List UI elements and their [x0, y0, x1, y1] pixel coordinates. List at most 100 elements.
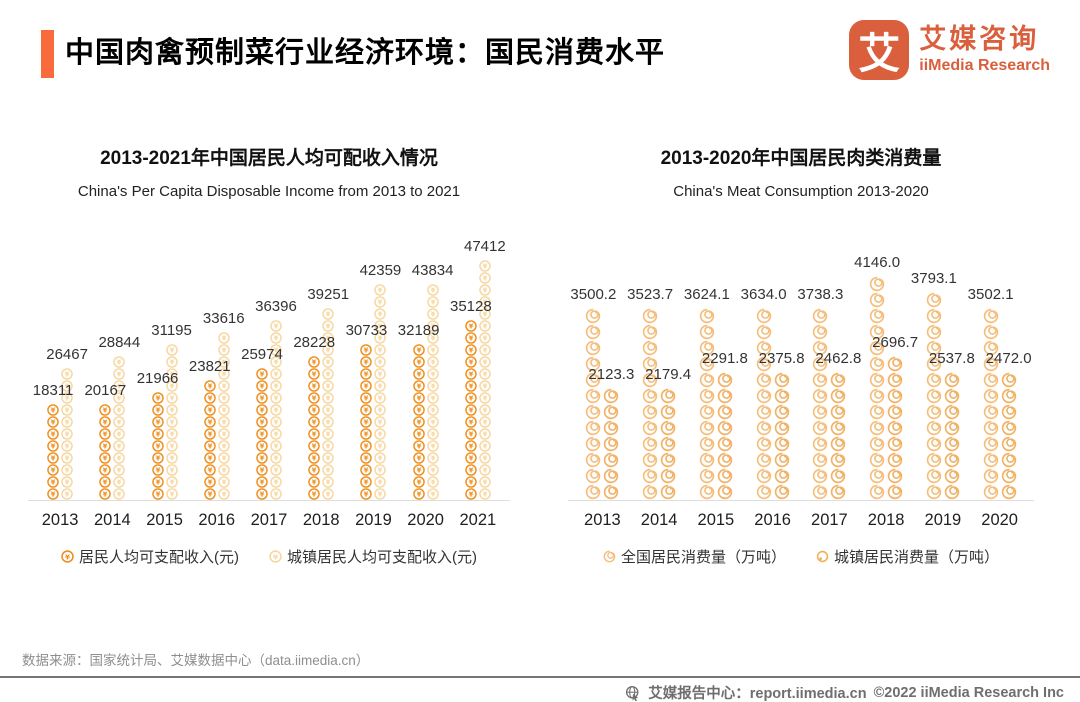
value-label: 20167	[84, 382, 127, 399]
coin-icon: ¥	[374, 332, 387, 344]
svg-text:¥: ¥	[312, 455, 317, 463]
svg-text:¥: ¥	[364, 371, 369, 379]
meat-icon	[831, 388, 846, 404]
coin-icon: ¥	[61, 550, 74, 563]
x-axis-label: 2018	[302, 511, 340, 529]
coin-icon: ¥	[426, 320, 439, 332]
coin-icon: ¥	[465, 488, 477, 500]
coin-icon: ¥	[61, 452, 73, 464]
svg-text:¥: ¥	[416, 443, 421, 451]
coin-icon: ¥	[426, 296, 439, 308]
coin-icon: ¥	[374, 416, 387, 428]
copyright-text: ©2022 iiMedia Research Inc	[873, 684, 1064, 701]
meat-icon	[774, 468, 789, 484]
year-group: ¥ ¥ ¥ ¥ ¥ ¥ ¥ ¥ ¥ ¥ ¥25974 ¥ ¥ ¥ ¥ ¥ ¥ ¥ ¥ ¥ ¥ ¥ ¥ ¥ ¥ ¥36396	[241, 298, 297, 500]
coin-icon: ¥	[465, 464, 477, 476]
svg-text:¥: ¥	[378, 491, 383, 499]
svg-text:¥: ¥	[103, 419, 108, 427]
svg-text:¥: ¥	[430, 371, 435, 379]
svg-text:¥: ¥	[117, 467, 122, 475]
meat-icon	[774, 452, 789, 468]
coin-icon: ¥	[165, 428, 178, 440]
svg-text:¥: ¥	[326, 491, 331, 499]
meat-icon	[926, 388, 942, 404]
coin-icon: ¥	[412, 392, 425, 404]
svg-text:¥: ¥	[51, 491, 56, 499]
svg-text:¥: ¥	[207, 467, 212, 475]
legend-item: 城镇居民消费量（万吨）	[816, 546, 999, 567]
svg-text:¥: ¥	[207, 395, 212, 403]
coin-icon: ¥	[218, 476, 230, 488]
svg-text:¥: ¥	[364, 455, 369, 463]
svg-text:¥: ¥	[364, 395, 369, 403]
coin-icon: ¥	[113, 416, 126, 428]
meat-icon	[717, 436, 733, 452]
meat-icon	[926, 340, 942, 356]
svg-text:¥: ¥	[207, 383, 212, 391]
coin-icon: ¥	[412, 356, 425, 368]
meat-icon	[699, 340, 715, 356]
coin-icon: ¥	[218, 488, 230, 500]
svg-text:¥: ¥	[378, 479, 383, 487]
coin-icon: ¥	[322, 464, 334, 476]
svg-text:¥: ¥	[169, 407, 174, 415]
pictogram-stack	[1001, 372, 1017, 500]
logo-text: 艾媒咨询 iiMedia Research	[919, 24, 1050, 75]
meat-icon	[699, 468, 715, 484]
meat-icon	[774, 436, 789, 452]
income-chart-title: 2013-2021年中国居民人均可配收入情况	[100, 148, 438, 169]
coin-icon: ¥	[322, 392, 334, 404]
meat-icon	[604, 468, 619, 484]
coin-icon: ¥	[374, 344, 387, 356]
meat-icon	[717, 404, 733, 420]
globe-cursor-icon	[626, 685, 639, 701]
coin-icon: ¥	[412, 368, 425, 380]
svg-text:¥: ¥	[312, 443, 317, 451]
value-label: 3634.0	[740, 286, 787, 303]
svg-text:¥: ¥	[65, 455, 70, 463]
value-label: 18311	[32, 382, 74, 399]
svg-text:¥: ¥	[326, 311, 331, 319]
coin-icon: ¥	[322, 440, 334, 452]
coin-icon: ¥	[308, 356, 320, 368]
x-axis-label: 2015	[697, 511, 735, 529]
svg-text:¥: ¥	[51, 467, 56, 475]
coin-icon: ¥	[270, 440, 282, 452]
legend-label: 城镇居民人均可支配收入(元)	[287, 549, 477, 566]
meat-icon	[604, 388, 619, 404]
coin-icon: ¥	[360, 452, 373, 464]
year-group: ¥ ¥ ¥ ¥ ¥ ¥ ¥ ¥ ¥ ¥ ¥ ¥28228 ¥ ¥ ¥ ¥ ¥ ¥ ¥ ¥ ¥ ¥ ¥ ¥ ¥ ¥ ¥ ¥39251	[293, 286, 349, 500]
svg-text:¥: ¥	[430, 359, 435, 367]
meat-icon	[983, 340, 998, 356]
coin-icon: ¥	[113, 368, 126, 380]
coin-icon: ¥	[426, 392, 439, 404]
coin-icon: ¥	[61, 464, 73, 476]
svg-text:¥: ¥	[169, 371, 174, 379]
meat-icon	[813, 484, 828, 500]
x-axis-label: 2018	[867, 511, 905, 529]
year-group: ¥ ¥ ¥ ¥ ¥ ¥ ¥ ¥ ¥21966 ¥ ¥ ¥ ¥ ¥ ¥ ¥ ¥ ¥ ¥ ¥ ¥ ¥31195	[137, 322, 192, 500]
svg-text:¥: ¥	[155, 431, 160, 439]
value-label: 30733	[345, 322, 388, 339]
coin-icon: ¥	[479, 272, 491, 284]
svg-text:¥: ¥	[430, 455, 435, 463]
svg-text:¥: ¥	[169, 443, 174, 451]
meat-icon	[699, 372, 715, 388]
meat-icon	[774, 372, 789, 388]
report-center-link: 艾媒报告中心：report.iimedia.cn	[648, 686, 867, 702]
meat-icon	[831, 436, 846, 452]
meat-icon	[926, 436, 942, 452]
meat-icon	[983, 324, 998, 340]
svg-text:¥: ¥	[378, 443, 383, 451]
meat-chart-plot: 3500.2 2123.3 3523.7 2179.4 3624.1 2291.8 3634…	[568, 209, 1034, 501]
meat-icon	[660, 436, 676, 452]
svg-text:¥: ¥	[274, 371, 279, 379]
meat-icon	[717, 484, 733, 500]
coin-icon: ¥	[426, 356, 439, 368]
coin-icon: ¥	[360, 392, 373, 404]
legend-item: ¥ 居民人均可支配收入(元)	[61, 546, 239, 567]
coin-icon: ¥	[308, 452, 320, 464]
meat-icon	[983, 356, 998, 372]
data-source-note: 数据来源：国家统计局、艾媒数据中心（data.iimedia.cn）	[22, 653, 370, 668]
svg-text:¥: ¥	[65, 491, 70, 499]
